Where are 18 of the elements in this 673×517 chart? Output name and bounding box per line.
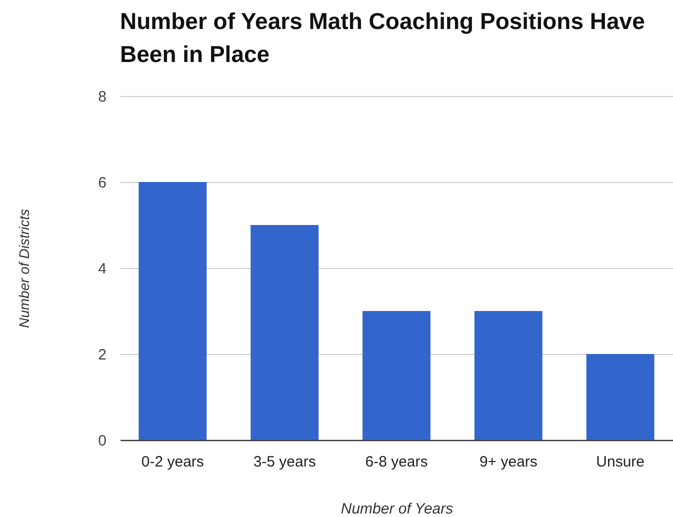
- x-tick-label: 3-5 years: [253, 454, 316, 470]
- bar: [250, 225, 319, 440]
- bar: [138, 182, 207, 440]
- y-tick-label: 6: [98, 174, 106, 192]
- y-tick-label: 2: [98, 346, 106, 364]
- bar: [586, 354, 654, 440]
- y-tick-label: 8: [98, 88, 106, 106]
- bar: [362, 311, 430, 440]
- chart-title: Number of Years Math Coaching Positions Have Been in Place: [120, 8, 645, 67]
- x-axis-title: Number of Years: [340, 500, 454, 517]
- x-tick-label: 0-2 years: [141, 454, 204, 470]
- y-axis-title: Number of Districts: [16, 208, 32, 328]
- x-tick-label: 6-8 years: [365, 454, 428, 470]
- y-tick-label: 0: [98, 432, 106, 450]
- x-tick-label: Unsure: [596, 454, 645, 470]
- x-tick-label: 9+ years: [479, 454, 538, 470]
- y-tick-label: 4: [98, 260, 106, 278]
- bar: [474, 311, 542, 440]
